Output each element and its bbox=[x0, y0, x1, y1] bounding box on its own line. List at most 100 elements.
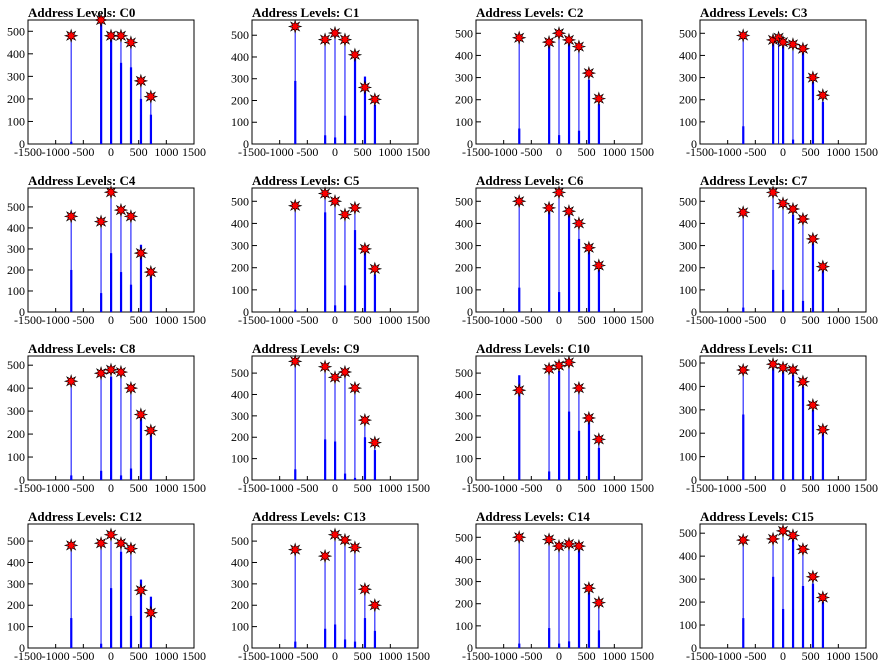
peak-marker bbox=[103, 28, 119, 44]
count-bar bbox=[149, 274, 153, 312]
x-tick-label: 0 bbox=[332, 145, 338, 159]
x-tick-label: -500 bbox=[520, 481, 542, 495]
y-tick-label: 500 bbox=[679, 356, 697, 370]
count-bar bbox=[801, 586, 805, 648]
x-tick-label: 0 bbox=[780, 145, 786, 159]
peak-marker bbox=[103, 184, 119, 200]
y-tick-label: 500 bbox=[455, 366, 473, 380]
count-bar bbox=[811, 583, 815, 648]
count-bar bbox=[587, 592, 591, 648]
x-tick-label: -1000 bbox=[266, 649, 294, 663]
peak-marker bbox=[123, 541, 139, 556]
x-tick-label: -1500 bbox=[238, 649, 266, 663]
count-bar bbox=[119, 272, 123, 312]
chart-panel-3: Address Levels: C30100200300400500-1500-… bbox=[679, 5, 878, 159]
count-bar bbox=[110, 35, 113, 145]
count-bar bbox=[129, 284, 133, 312]
count-bar bbox=[363, 252, 367, 312]
peak-marker bbox=[561, 355, 577, 370]
y-tick-label: 100 bbox=[231, 452, 249, 466]
count-bar bbox=[334, 624, 337, 648]
count-bar bbox=[139, 98, 143, 144]
count-bar bbox=[772, 269, 775, 312]
x-tick-label: 1500 bbox=[406, 481, 430, 495]
chart-panel-1: Address Levels: C10100200300400500-1500-… bbox=[231, 5, 430, 159]
count-bar bbox=[518, 128, 521, 144]
y-tick-label: 200 bbox=[455, 93, 473, 107]
count-bar bbox=[742, 618, 745, 648]
count-bar bbox=[567, 411, 571, 480]
x-tick-label: 1000 bbox=[378, 313, 402, 327]
x-tick-label: -1500 bbox=[14, 313, 42, 327]
x-tick-label: -1500 bbox=[686, 313, 714, 327]
x-tick-label: 500 bbox=[130, 145, 148, 159]
x-tick-label: 0 bbox=[556, 481, 562, 495]
chart-panel-9: Address Levels: C90100200300400500-1500-… bbox=[231, 341, 430, 495]
peak-marker bbox=[805, 231, 821, 247]
count-bar bbox=[558, 292, 561, 312]
x-tick-label: 0 bbox=[108, 649, 114, 663]
count-bar bbox=[70, 618, 73, 648]
peak-marker bbox=[571, 538, 587, 554]
y-tick-label: 300 bbox=[455, 71, 473, 85]
x-tick-label: -1000 bbox=[42, 481, 70, 495]
peak-marker bbox=[113, 28, 129, 44]
count-bar bbox=[119, 551, 123, 648]
x-tick-label: 1500 bbox=[854, 145, 878, 159]
count-bar bbox=[567, 214, 571, 312]
count-bar bbox=[149, 114, 153, 144]
y-tick-label: 200 bbox=[679, 595, 697, 609]
y-tick-label: 300 bbox=[455, 239, 473, 253]
y-tick-label: 300 bbox=[231, 409, 249, 423]
chart-panel-12: Address Levels: C12 0 100 200 300 400 500 -1500… bbox=[7, 509, 206, 663]
count-bar bbox=[597, 447, 601, 480]
peak-marker bbox=[765, 531, 781, 547]
peak-marker bbox=[815, 590, 831, 605]
count-bar bbox=[548, 471, 551, 480]
peak-marker bbox=[113, 364, 129, 380]
count-bar bbox=[782, 289, 785, 312]
peak-marker bbox=[103, 527, 119, 542]
y-tick-label: 0 bbox=[243, 305, 249, 319]
peak-marker bbox=[347, 540, 363, 555]
peak-marker bbox=[511, 530, 527, 545]
y-tick-label: 0 bbox=[243, 473, 249, 487]
chart-title: Address Levels: C10 bbox=[476, 341, 590, 356]
count-bar bbox=[782, 608, 785, 648]
count-bar bbox=[811, 409, 815, 480]
x-tick-label: -1500 bbox=[14, 649, 42, 663]
peak-marker bbox=[287, 19, 303, 34]
x-tick-label: -1000 bbox=[714, 145, 742, 159]
y-tick-label: 100 bbox=[679, 450, 697, 464]
peak-marker bbox=[113, 535, 129, 551]
count-bar bbox=[597, 630, 601, 648]
y-tick-label: 300 bbox=[455, 575, 473, 589]
y-tick-label: 300 bbox=[231, 72, 249, 86]
x-tick-label: 500 bbox=[578, 313, 596, 327]
count-bar bbox=[353, 477, 357, 480]
x-tick-label: 0 bbox=[108, 313, 114, 327]
peak-marker bbox=[551, 538, 567, 554]
count-bar bbox=[324, 439, 327, 480]
peak-marker bbox=[795, 542, 811, 557]
x-tick-label: 500 bbox=[578, 145, 596, 159]
y-tick-label: 500 bbox=[231, 366, 249, 380]
y-tick-label: 0 bbox=[19, 473, 25, 487]
count-bar bbox=[100, 20, 103, 144]
count-bar bbox=[110, 588, 113, 648]
x-tick-label: -1500 bbox=[14, 145, 42, 159]
y-tick-label: 500 bbox=[679, 194, 697, 208]
x-tick-label: 1500 bbox=[630, 649, 654, 663]
x-tick-label: -1000 bbox=[714, 481, 742, 495]
peak-marker bbox=[317, 359, 333, 374]
y-tick-label: 400 bbox=[455, 48, 473, 62]
count-bar bbox=[548, 42, 551, 145]
y-tick-label: 300 bbox=[231, 577, 249, 591]
y-tick-label: 100 bbox=[231, 620, 249, 634]
x-tick-label: -500 bbox=[744, 481, 766, 495]
chart-title: Address Levels: C4 bbox=[28, 173, 136, 188]
y-tick-label: 0 bbox=[19, 137, 25, 151]
x-tick-label: -1000 bbox=[42, 313, 70, 327]
peak-marker bbox=[581, 410, 597, 426]
x-tick-label: -1500 bbox=[14, 481, 42, 495]
